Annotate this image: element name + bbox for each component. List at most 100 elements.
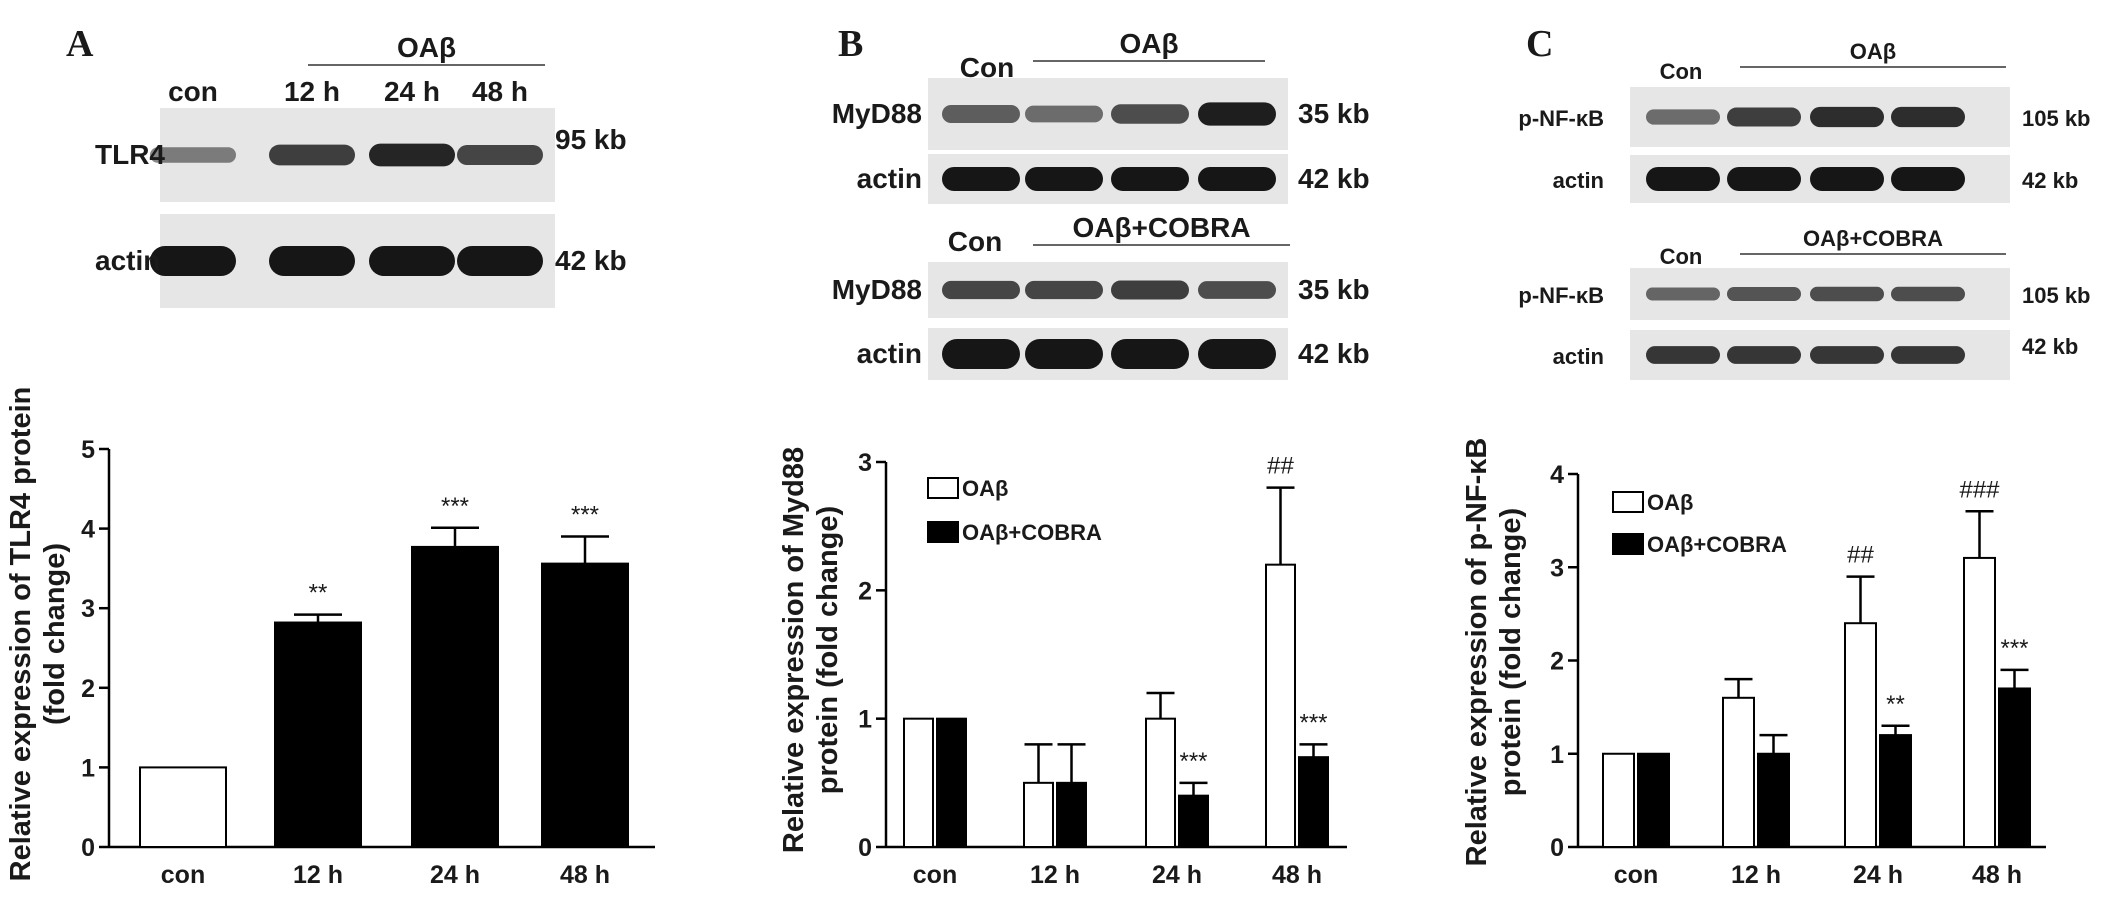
panel-b: B Con OAβ MyD88 35 kb actin 42 kb Con OAβ+COBRA… [778, 23, 1370, 889]
x-tick-label: con [1614, 861, 1658, 889]
panel-c-oab-row-label: p-NF-κB [1518, 106, 1604, 131]
panel-b-cobra-size-label: 42 kb [1298, 338, 1370, 369]
panel-c-cobra-band [1891, 346, 1965, 364]
bar [1757, 752, 1790, 848]
x-tick-label: 24 h [430, 861, 480, 889]
significance-label: *** [1299, 709, 1327, 736]
panel-c-oab-size-label: 105 kb [2022, 106, 2091, 131]
panel-c-cobra-band [1646, 287, 1720, 301]
panel-b-oab-size-label: 42 kb [1298, 163, 1370, 194]
panel-b-cobra-band [1025, 280, 1103, 300]
bar [411, 545, 499, 849]
y-tick-label: 1 [81, 754, 95, 782]
panel-a-band [457, 144, 543, 166]
panel-c-oab-band [1891, 167, 1965, 191]
y-tick-label: 0 [81, 834, 95, 862]
panel-a: A con 12 h 24 h 48 h OAβ TLR4 95 kb actin 42 kb 0… [5, 23, 655, 889]
legend-label: OAβ+COBRA [962, 520, 1102, 545]
panel-c-cobra-blot: Con OAβ+COBRA p-NF-κB 105 kb actin 42 kb [1518, 226, 2091, 380]
panel-c-oab-band [1810, 106, 1884, 128]
y-axis-title-line: Relative expression of Myd88 [778, 447, 810, 853]
chart-a: 0 1 2 3 4 5 Relative expression of TLR4 protei… [5, 387, 655, 889]
y-axis-title-line: Relative expression of p-NF-κB [1461, 438, 1493, 867]
panel-c-oab-blot: Con OAβ p-NF-κB 105 kb actin 42 kb [1518, 39, 2091, 203]
panel-b-cobra-band [1111, 339, 1189, 369]
significance-label: ** [1886, 691, 1905, 718]
panel-a-letter: A [66, 23, 94, 65]
panel-c-cobra-size-label: 42 kb [2022, 334, 2078, 359]
x-tick-label: 24 h [1152, 861, 1202, 889]
legend-label: OAβ [962, 476, 1008, 501]
panel-b-oab-row-label: MyD88 [832, 98, 922, 129]
x-tick-label: 48 h [1272, 861, 1322, 889]
bar [936, 717, 967, 849]
panel-b-cobra-row-label: MyD88 [832, 274, 922, 305]
bar [1298, 756, 1329, 849]
panel-b-oab-bracket-label: OAβ [1119, 28, 1178, 59]
panel-c-oab-band [1891, 106, 1965, 128]
y-tick-label: 1 [1550, 741, 1564, 769]
y-axis-title-line: protein (fold change) [1495, 508, 1527, 796]
panel-b-oab-band [1198, 102, 1276, 126]
y-axis-title-line: Relative expression of TLR4 protein [5, 387, 37, 882]
panel-a-band [150, 246, 236, 276]
x-tick-label: 12 h [1030, 861, 1080, 889]
panel-c-cobra-band [1810, 346, 1884, 364]
panel-a-row-label: actin [95, 245, 160, 276]
bar [1056, 781, 1087, 848]
panel-c-oab-row-label: actin [1553, 168, 1604, 193]
significance-label: ** [309, 580, 328, 607]
panel-b-cobra-bracket-label: OAβ+COBRA [1072, 212, 1250, 243]
legend-swatch [927, 477, 959, 499]
panel-b-oab-band [942, 104, 1020, 124]
significance-label: ## [1847, 542, 1874, 569]
y-tick-label: 3 [1550, 554, 1564, 582]
y-tick-label: 0 [1550, 834, 1564, 862]
y-tick-label: 0 [858, 834, 872, 862]
y-axis-title-line: (fold change) [39, 543, 71, 725]
panel-a-band [269, 246, 355, 276]
panel-a-band [269, 144, 355, 166]
panel-b-oab-con-label: Con [960, 52, 1014, 83]
significance-label: *** [2000, 635, 2028, 662]
panel-b-cobra-band [1198, 339, 1276, 369]
x-tick-label: 24 h [1853, 861, 1903, 889]
panel-c-oab-con-label: Con [1660, 59, 1703, 84]
chart-c: 0 1 2 3 4 Relative expression of p-NF-κB prote… [1461, 438, 2046, 889]
panel-b-oab-blot: Con OAβ MyD88 35 kb actin 42 kb [832, 28, 1370, 204]
bar [1145, 717, 1176, 849]
bar [1602, 752, 1635, 848]
bar [903, 717, 934, 849]
panel-a-band [369, 246, 455, 276]
x-tick-label: con [161, 861, 205, 889]
y-tick-label: 3 [858, 449, 872, 477]
x-tick-label: 12 h [293, 861, 343, 889]
panel-b-letter: B [838, 23, 863, 65]
legend-swatch [927, 521, 959, 543]
panel-b-oab-band [1025, 105, 1103, 123]
y-tick-label: 4 [1550, 461, 1564, 489]
panel-c-cobra-band [1810, 286, 1884, 302]
significance-label: ### [1959, 476, 2000, 503]
panel-c-cobra-row-label: actin [1553, 344, 1604, 369]
bar [1963, 556, 1996, 848]
panel-c-oab-band [1727, 167, 1801, 191]
bar [274, 621, 362, 849]
y-tick-label: 1 [858, 706, 872, 734]
panel-c-cobra-band [1646, 346, 1720, 364]
bar [1998, 687, 2031, 848]
panel-a-size-label: 42 kb [555, 245, 627, 276]
panel-c-oab-bracket-label: OAβ [1850, 39, 1896, 64]
significance-label: *** [441, 493, 469, 520]
bar [139, 766, 227, 849]
panel-c-oab-band [1727, 107, 1801, 127]
panel-b-cobra-band [942, 339, 1020, 369]
bar [1023, 781, 1054, 848]
x-tick-label: 48 h [1972, 861, 2022, 889]
panel-c-oab-size-label: 42 kb [2022, 168, 2078, 193]
panel-c-cobra-band [1727, 286, 1801, 302]
panel-b-oab-band [1198, 167, 1276, 191]
panel-c-oab-band [1810, 167, 1884, 191]
legend-label: OAβ+COBRA [1647, 532, 1787, 557]
